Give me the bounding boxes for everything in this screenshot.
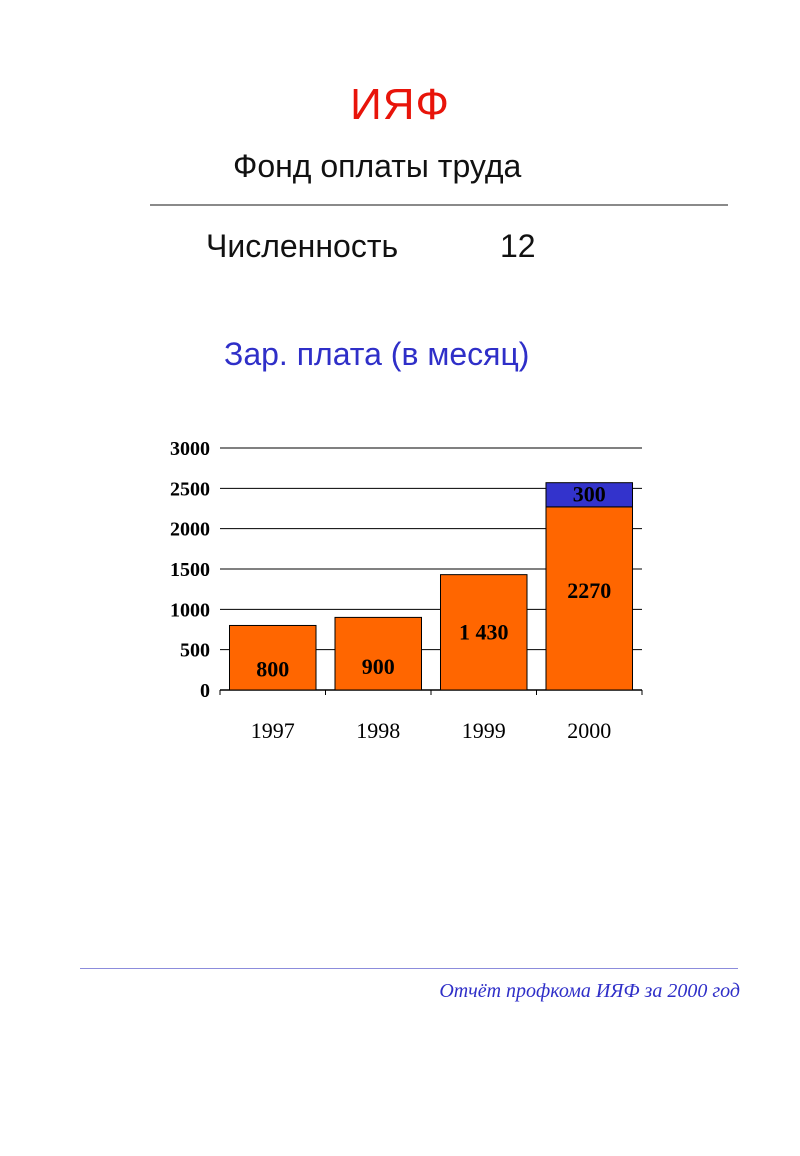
bar-segment (545, 482, 634, 508)
x-tick-label: 1997 (251, 718, 295, 743)
data-label: 1 430 (459, 619, 509, 644)
salary-bar-chart: 0 500 1000 1500 2000 2500 3000 800 1997 900 1998 1 … (170, 438, 643, 743)
y-tick-label: 2000 (170, 519, 210, 541)
y-tick-label: 1500 (170, 559, 210, 581)
x-tick-label: 1998 (356, 718, 400, 743)
x-tick-label: 1999 (462, 718, 506, 743)
bar-segment (439, 574, 528, 691)
y-tick-label: 500 (180, 640, 210, 662)
data-label: 900 (362, 654, 395, 679)
data-label: 800 (256, 656, 289, 681)
bar-segment (334, 616, 423, 691)
y-tick-label: 2500 (170, 478, 210, 500)
x-tick-label: 2000 (567, 718, 611, 743)
bar-segment (228, 624, 317, 691)
page-subtitle: Фонд оплаты труда (233, 148, 522, 184)
y-tick-label: 0 (200, 680, 210, 702)
divider-top (150, 204, 728, 206)
y-tick-label: 1000 (170, 599, 210, 621)
page-title: ИЯФ (350, 80, 450, 129)
footer-caption: Отчёт профкома ИЯФ за 2000 год (439, 980, 740, 1002)
chart-heading: Зар. плата (в месяц) (224, 336, 530, 372)
data-label: 2270 (567, 578, 611, 603)
data-label: 300 (573, 482, 606, 507)
divider-bottom (80, 968, 738, 969)
headcount-label: Численность (206, 228, 399, 264)
y-tick-label: 3000 (170, 438, 210, 460)
headcount-value: 12 (500, 228, 536, 264)
